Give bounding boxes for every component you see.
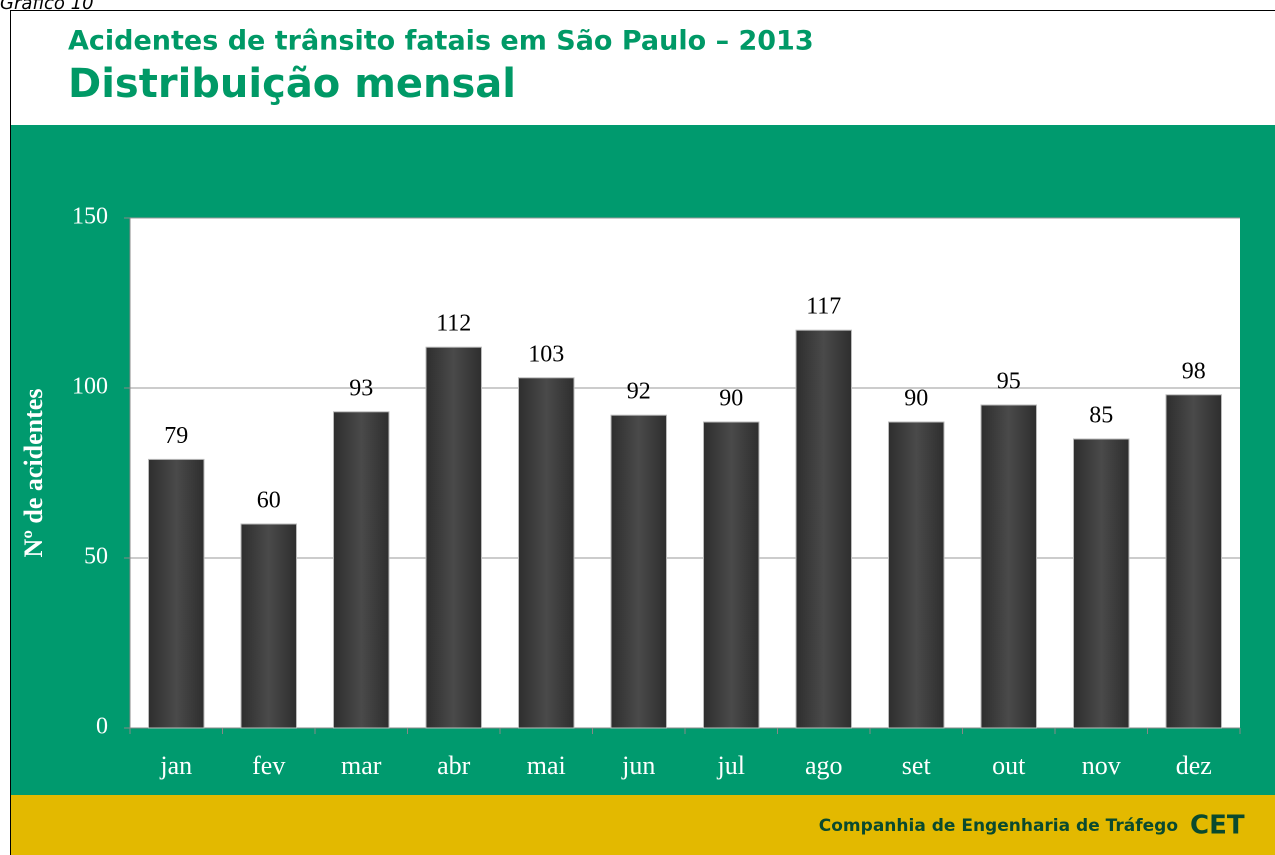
data-label: 98 <box>1182 358 1206 384</box>
x-tick-label: fev <box>252 751 285 780</box>
x-tick-label: jul <box>717 751 745 780</box>
x-tick-label: abr <box>437 751 471 780</box>
y-tick-label: 150 <box>72 204 108 230</box>
bar <box>888 421 945 729</box>
data-label: 117 <box>806 294 841 320</box>
y-tick-label: 100 <box>72 374 108 400</box>
x-tick-label: nov <box>1082 751 1121 780</box>
bar <box>1165 394 1222 729</box>
bar <box>240 523 297 729</box>
y-tick-label: 0 <box>96 714 108 740</box>
x-tick-label: dez <box>1176 751 1212 780</box>
footer-bar <box>11 795 1275 855</box>
footer-text: Companhia de Engenharia de Tráfego <box>819 816 1178 836</box>
data-label: 85 <box>1089 403 1113 429</box>
bar <box>333 411 390 729</box>
bar <box>610 414 667 729</box>
x-tick-label: jun <box>621 751 655 780</box>
bar <box>518 377 575 729</box>
data-label: 92 <box>627 379 651 405</box>
data-label: 112 <box>436 311 471 337</box>
footer-logo: CET <box>1190 811 1245 841</box>
x-tick-label: ago <box>805 751 843 780</box>
x-tick-label: set <box>902 751 932 780</box>
data-label: 90 <box>719 386 743 412</box>
plot-area <box>130 218 1240 728</box>
bar <box>795 329 852 729</box>
y-tick-label: 50 <box>84 544 108 570</box>
bar <box>980 404 1037 729</box>
data-label: 103 <box>528 341 564 367</box>
bar <box>1073 438 1130 729</box>
x-tick-label: out <box>992 751 1026 780</box>
data-label: 90 <box>904 386 928 412</box>
data-label: 79 <box>164 423 188 449</box>
y-axis-label: Nº de acidentes <box>19 389 48 558</box>
bar <box>425 346 482 729</box>
bar <box>148 458 205 729</box>
bar <box>703 421 760 729</box>
data-label: 95 <box>997 369 1021 395</box>
x-tick-label: jan <box>159 751 192 780</box>
data-label: 93 <box>349 375 373 401</box>
x-tick-label: mar <box>341 751 382 780</box>
chart-title: Acidentes de trânsito fatais em São Paul… <box>68 26 814 57</box>
data-label: 60 <box>257 488 281 514</box>
x-tick-label: mai <box>527 751 566 780</box>
chart-subtitle: Distribuição mensal <box>68 61 516 107</box>
